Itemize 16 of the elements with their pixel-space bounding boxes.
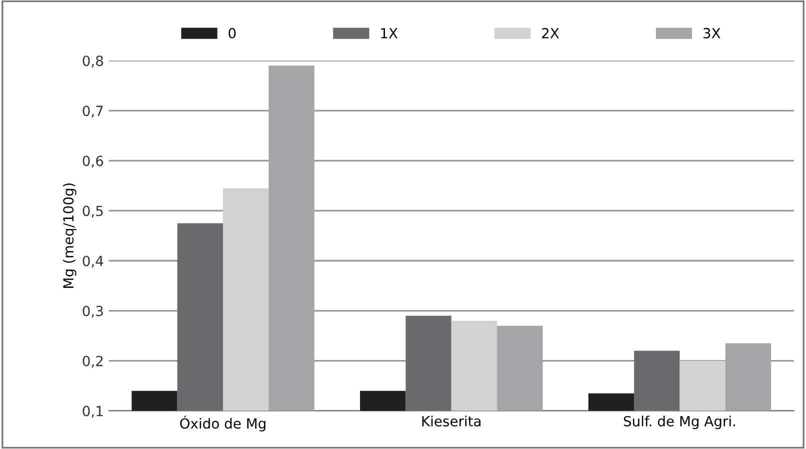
y-tick-label: 0,2 xyxy=(82,356,103,368)
y-tick-label: 0,6 xyxy=(82,156,104,168)
legend-label: 2X xyxy=(542,28,559,38)
legend-label: 0 xyxy=(228,28,236,38)
legend-label: 3X xyxy=(704,28,720,38)
x-tick-label: Kieserita xyxy=(422,416,481,426)
y-tick-label: 0,3 xyxy=(82,306,103,318)
y-tick-label: 0,8 xyxy=(82,56,103,68)
legend-label: 1X xyxy=(381,28,398,38)
x-tick-label: Óxido de Mg xyxy=(180,416,266,432)
y-tick-label: 0,1 xyxy=(82,406,103,418)
y-tick-label: 0,5 xyxy=(82,206,103,218)
x-tick-label: Sulf. de Mg Agri. xyxy=(624,416,735,430)
y-tick-label: 0,7 xyxy=(82,106,103,118)
y-tick-label: 0,4 xyxy=(82,256,104,268)
y-axis-title: Mg (meq/100g) xyxy=(62,183,76,288)
